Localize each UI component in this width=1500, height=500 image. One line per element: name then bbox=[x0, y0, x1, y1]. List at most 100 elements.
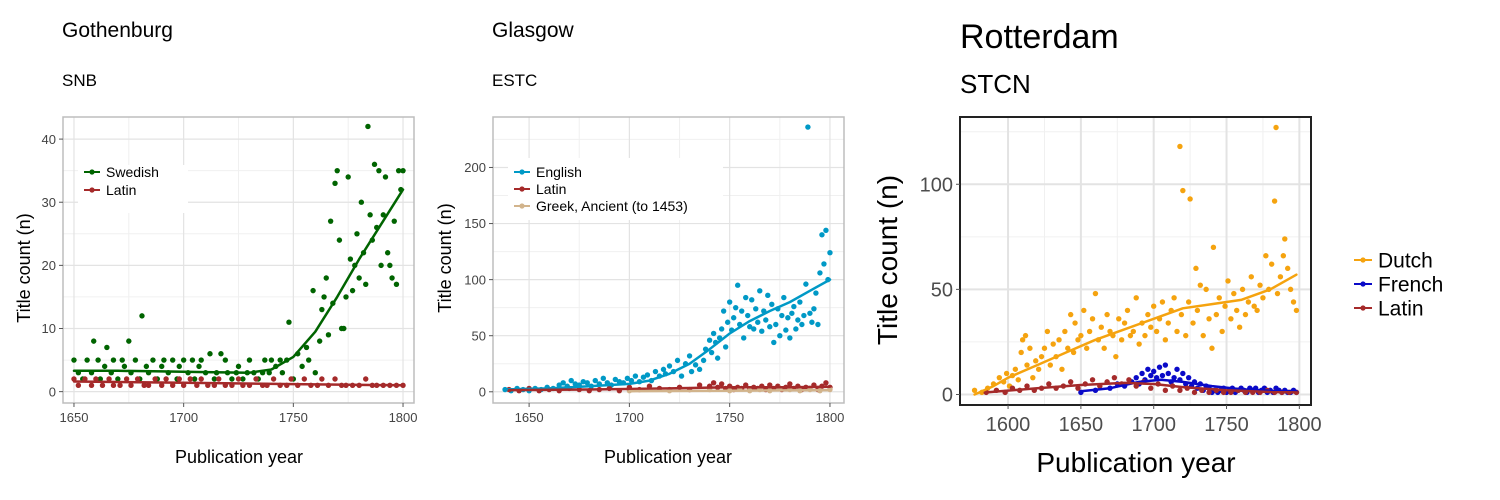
data-point-dutch bbox=[1194, 307, 1201, 314]
data-point-dutch bbox=[1136, 341, 1142, 347]
data-point-dutch bbox=[1293, 307, 1300, 314]
data-point-swedish bbox=[347, 256, 354, 262]
data-point-english bbox=[678, 373, 685, 379]
trend-line-latin bbox=[984, 381, 1298, 394]
data-point-latin bbox=[363, 376, 369, 382]
data-point-swedish bbox=[319, 306, 325, 313]
legend-label-greek-ancient-to-1453: Greek, Ancient (to 1453) bbox=[536, 198, 688, 214]
data-point-english bbox=[600, 375, 607, 382]
data-point-dutch bbox=[1003, 370, 1010, 377]
data-point-swedish bbox=[336, 237, 343, 243]
data-point-dutch bbox=[1185, 299, 1192, 305]
data-point-dutch bbox=[1098, 324, 1104, 330]
data-point-dutch bbox=[1263, 253, 1269, 259]
data-point-swedish bbox=[286, 319, 292, 325]
data-point-english bbox=[732, 304, 739, 311]
data-point-swedish bbox=[262, 357, 268, 363]
data-point-english bbox=[813, 290, 819, 296]
data-point-dutch bbox=[1145, 311, 1151, 318]
data-point-swedish bbox=[306, 357, 312, 363]
data-point-english bbox=[819, 232, 825, 238]
data-point-dutch bbox=[996, 374, 1003, 381]
data-point-dutch bbox=[1030, 374, 1036, 381]
data-point-swedish bbox=[229, 376, 235, 382]
data-point-english bbox=[787, 335, 793, 341]
data-point-english bbox=[556, 382, 562, 388]
data-point-dutch bbox=[1056, 337, 1062, 343]
data-point-dutch bbox=[1268, 261, 1275, 267]
data-point-dutch bbox=[1222, 303, 1228, 309]
data-point-english bbox=[686, 353, 693, 359]
y-tick-label: 0 bbox=[49, 384, 56, 399]
data-point-english bbox=[815, 321, 821, 328]
data-point-english bbox=[706, 337, 713, 343]
trend-line-greek-ancient-to-1453 bbox=[628, 388, 832, 393]
data-point-latin bbox=[301, 376, 308, 382]
data-point-dutch bbox=[971, 387, 978, 393]
data-point-swedish bbox=[95, 357, 101, 363]
data-point-swedish bbox=[303, 344, 310, 351]
data-point-dutch bbox=[1153, 328, 1160, 335]
data-point-swedish bbox=[104, 344, 110, 351]
data-point-english bbox=[700, 357, 707, 364]
y-tick-label: 150 bbox=[464, 216, 486, 231]
data-point-dutch bbox=[1127, 332, 1134, 339]
data-point-swedish bbox=[159, 363, 165, 370]
data-point-dutch bbox=[1050, 341, 1056, 347]
y-axis-label: Title count (n) bbox=[14, 213, 34, 322]
data-point-dutch bbox=[1277, 274, 1284, 280]
data-point-dutch bbox=[1178, 311, 1185, 318]
data-point-swedish bbox=[119, 357, 125, 363]
data-point-dutch bbox=[1027, 345, 1033, 351]
data-point-english bbox=[714, 355, 721, 361]
data-point-english bbox=[793, 326, 799, 332]
x-axis-label: Publication year bbox=[604, 447, 732, 467]
data-point-latin bbox=[1133, 383, 1139, 389]
data-point-english bbox=[753, 306, 759, 312]
data-point-latin bbox=[1206, 389, 1212, 396]
data-point-dutch bbox=[1228, 316, 1234, 322]
data-point-latin bbox=[270, 376, 277, 382]
data-point-latin bbox=[88, 382, 95, 389]
legend-label-french: French bbox=[1378, 274, 1443, 297]
data-point-latin bbox=[319, 376, 325, 382]
data-point-english bbox=[771, 339, 777, 346]
data-point-dutch bbox=[1148, 324, 1154, 330]
data-point-latin bbox=[332, 376, 338, 382]
legend-key-point-swedish bbox=[89, 169, 95, 175]
data-point-dutch bbox=[1159, 299, 1166, 305]
data-point-english bbox=[781, 294, 787, 301]
data-point-dutch bbox=[1065, 345, 1071, 351]
data-point-english bbox=[785, 315, 791, 321]
data-point-swedish bbox=[84, 357, 90, 363]
data-point-latin bbox=[198, 376, 204, 382]
data-point-dutch bbox=[1130, 328, 1137, 335]
data-point-french bbox=[1171, 374, 1177, 381]
legend-key-point-latin bbox=[89, 187, 95, 193]
data-point-english bbox=[632, 373, 639, 379]
data-point-latin bbox=[163, 376, 169, 382]
data-point-dutch bbox=[1078, 332, 1084, 339]
gothenburg-panel: Gothenburg SNB Publication year Title co… bbox=[0, 0, 440, 500]
x-axis-label: Publication year bbox=[1036, 447, 1235, 478]
data-point-swedish bbox=[268, 357, 275, 363]
data-point-latin bbox=[117, 382, 123, 389]
data-point-swedish bbox=[222, 357, 229, 363]
trend-line-dutch bbox=[973, 273, 1298, 396]
plot-background bbox=[960, 117, 1311, 405]
data-point-dutch bbox=[1084, 345, 1090, 351]
legend-label-dutch: Dutch bbox=[1378, 250, 1433, 273]
data-point-english bbox=[734, 282, 741, 288]
legend-key-point-french bbox=[1360, 281, 1366, 287]
data-point-swedish bbox=[343, 294, 349, 300]
data-point-dutch bbox=[1067, 311, 1074, 318]
data-point-english bbox=[821, 261, 827, 267]
data-point-latin bbox=[718, 381, 725, 387]
data-point-dutch bbox=[1075, 337, 1081, 343]
data-point-english bbox=[757, 288, 763, 294]
glasgow-panel: Glasgow ESTC Publication year Title coun… bbox=[430, 0, 860, 500]
chart-subtitle: STCN bbox=[960, 69, 1031, 99]
data-point-dutch bbox=[1151, 303, 1157, 309]
data-point-swedish bbox=[143, 363, 150, 370]
data-point-dutch bbox=[1171, 295, 1177, 301]
